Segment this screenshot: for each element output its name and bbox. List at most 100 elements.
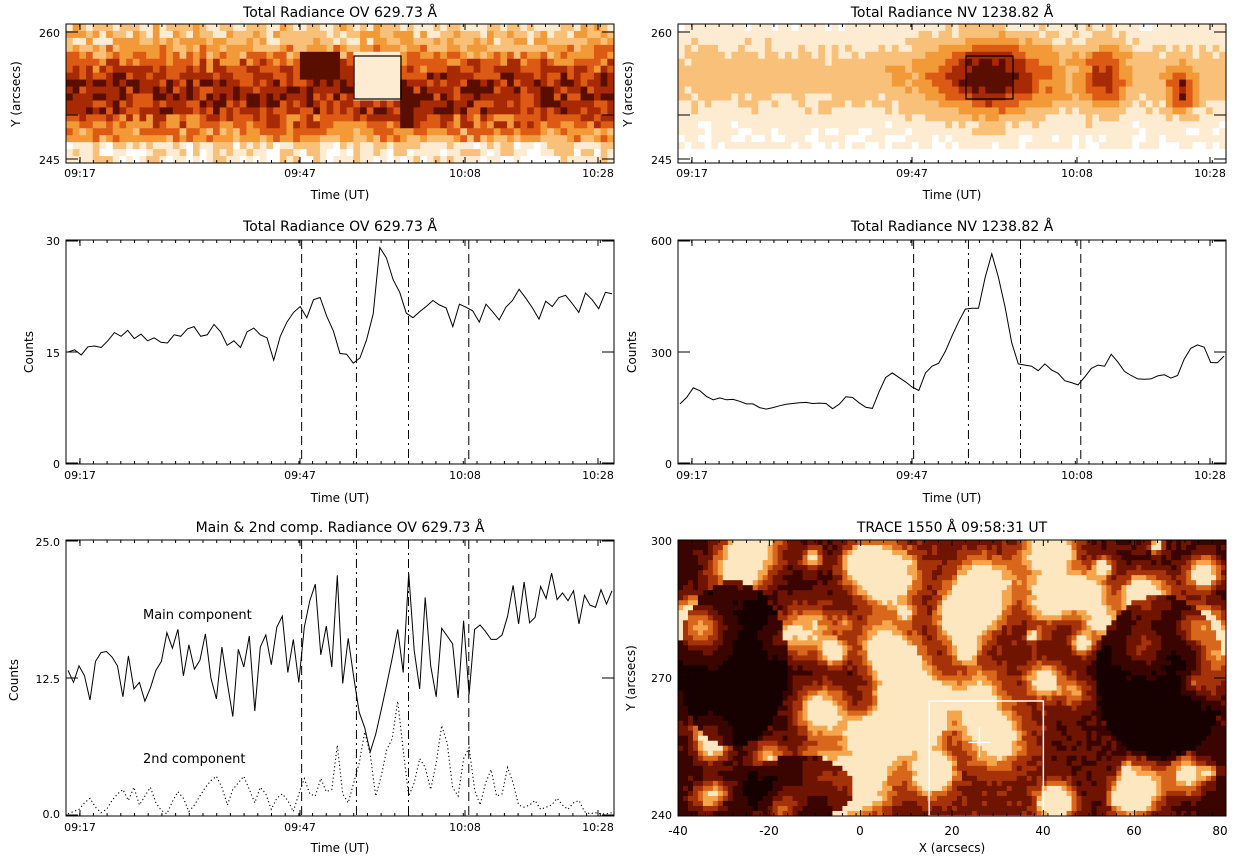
heat-cell bbox=[172, 37, 181, 46]
heat-cell bbox=[1145, 37, 1154, 46]
heat-cell bbox=[179, 86, 187, 95]
trace-cell bbox=[702, 610, 709, 616]
trace-cell bbox=[742, 765, 749, 772]
heat-cell bbox=[233, 79, 241, 88]
trace-cell bbox=[697, 540, 704, 546]
heat-cell bbox=[513, 107, 522, 115]
trace-cell bbox=[712, 755, 719, 762]
heat-cell bbox=[440, 135, 448, 143]
trace-cell bbox=[712, 565, 719, 571]
heat-cell bbox=[911, 86, 920, 95]
heat-cell bbox=[804, 58, 813, 67]
heat-cell bbox=[353, 121, 361, 129]
trace-cell bbox=[678, 680, 684, 687]
heat-cell bbox=[1145, 135, 1154, 143]
heat-cell bbox=[500, 149, 508, 157]
trace-cell bbox=[722, 785, 729, 792]
heat-cell bbox=[718, 135, 726, 143]
heat-cell bbox=[92, 135, 101, 143]
trace-cell bbox=[767, 580, 774, 586]
trace-cell bbox=[682, 620, 689, 626]
heat-cell bbox=[1072, 100, 1080, 108]
heat-cell bbox=[1038, 24, 1047, 32]
heat-cell bbox=[925, 107, 933, 115]
trace-cell bbox=[747, 715, 754, 722]
heat-cell bbox=[1012, 86, 1020, 95]
heat-cell bbox=[473, 156, 481, 163]
heat-cell bbox=[166, 142, 174, 150]
heat-cell bbox=[1045, 128, 1053, 136]
trace-cell bbox=[687, 775, 694, 782]
heat-cell bbox=[360, 93, 368, 102]
heat-cell bbox=[340, 107, 348, 115]
heat-cell bbox=[1199, 86, 1207, 95]
heat-cell bbox=[106, 79, 114, 88]
heat-cell bbox=[326, 24, 334, 32]
heat-cell bbox=[931, 135, 940, 143]
heat-cell bbox=[818, 128, 826, 136]
heat-cell bbox=[152, 121, 161, 129]
trace-cell bbox=[732, 605, 739, 611]
trace-cell bbox=[737, 790, 744, 797]
heat-cell bbox=[998, 93, 1007, 102]
heat-cell bbox=[771, 79, 779, 88]
trace-cell bbox=[772, 575, 779, 581]
heat-cell bbox=[878, 107, 886, 115]
panel-trace-image: TRACE 1550 Å 09:58:31 UT 300 270 240 -40… bbox=[624, 519, 1228, 855]
heat-cell bbox=[600, 79, 608, 88]
heat-cell bbox=[718, 142, 726, 150]
heat-cell bbox=[239, 149, 248, 157]
heat-cell bbox=[771, 65, 779, 74]
heat-cell bbox=[587, 44, 595, 53]
trace-cell bbox=[707, 770, 714, 777]
trace-cell bbox=[702, 765, 709, 772]
trace-cell bbox=[772, 540, 779, 546]
trace-cell bbox=[772, 695, 779, 702]
heat-cell bbox=[684, 149, 692, 157]
heat-cell bbox=[925, 51, 933, 60]
heat-cell bbox=[226, 86, 234, 95]
heat-cell bbox=[1065, 24, 1073, 32]
heat-cell bbox=[704, 128, 713, 136]
heat-cell bbox=[938, 128, 946, 136]
trace-cell bbox=[767, 575, 774, 581]
heat-cell bbox=[764, 51, 773, 60]
trace-cell bbox=[757, 685, 764, 692]
heat-cell bbox=[433, 44, 441, 53]
heat-cell bbox=[1185, 58, 1194, 67]
heat-cell bbox=[1179, 65, 1187, 74]
heat-cell bbox=[192, 149, 201, 157]
trace-cell bbox=[707, 760, 714, 767]
heat-cell bbox=[286, 100, 294, 108]
heat-cell bbox=[520, 58, 528, 67]
heat-cell bbox=[791, 93, 799, 102]
heat-cell bbox=[724, 79, 733, 88]
heat-cell bbox=[911, 121, 920, 129]
heat-cell bbox=[972, 79, 980, 88]
heat-cell bbox=[865, 24, 873, 32]
trace-cell bbox=[678, 640, 684, 646]
heat-cell bbox=[938, 24, 946, 32]
trace-cell bbox=[717, 635, 724, 641]
trace-cell bbox=[702, 755, 709, 762]
trace-cell bbox=[747, 750, 754, 757]
trace-cell bbox=[747, 655, 754, 662]
heat-cell bbox=[393, 86, 401, 95]
heat-cell bbox=[1032, 51, 1040, 60]
heat-cell bbox=[86, 72, 94, 81]
heat-cell bbox=[1192, 93, 1200, 102]
heat-cell bbox=[1219, 65, 1226, 74]
nv-highlight-box bbox=[965, 55, 1014, 100]
heat-cell bbox=[453, 79, 461, 88]
trace-cell bbox=[687, 725, 694, 732]
trace-cell bbox=[747, 570, 754, 576]
trace-cell bbox=[682, 725, 689, 732]
heat-cell bbox=[400, 37, 408, 46]
heat-cell bbox=[233, 24, 241, 32]
heat-cell bbox=[1179, 51, 1187, 60]
heat-cell bbox=[1199, 51, 1207, 60]
heat-cell bbox=[279, 100, 288, 108]
heat-cell bbox=[346, 142, 354, 150]
heat-cell bbox=[286, 135, 294, 143]
heat-cell bbox=[1012, 51, 1020, 60]
